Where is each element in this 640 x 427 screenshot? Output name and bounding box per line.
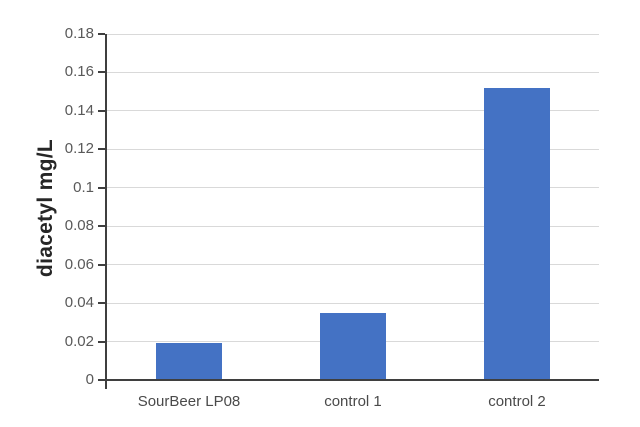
y-tick-mark (98, 379, 105, 381)
y-tick-label: 0.02 (64, 332, 94, 350)
gridline (107, 264, 599, 266)
y-tick-label: 0.18 (64, 25, 94, 42)
y-tick-label: 0.06 (64, 255, 94, 273)
y-tick-mark (98, 225, 105, 228)
y-tick-mark (98, 148, 105, 151)
bar (484, 87, 550, 380)
gridline (107, 225, 599, 227)
y-tick-label: 0.08 (64, 217, 94, 235)
gridline (107, 71, 599, 73)
bar (320, 312, 386, 380)
gridline (107, 302, 599, 304)
y-tick-label: 0.16 (64, 63, 94, 81)
y-tick-mark (98, 71, 105, 74)
y-tick-mark (98, 302, 105, 305)
gridline (107, 187, 599, 189)
x-category-label: control 1 (324, 393, 382, 410)
gridline (107, 148, 599, 150)
y-tick-label: 0.12 (64, 140, 94, 158)
y-tick-label: 0.14 (64, 101, 94, 119)
y-tick-mark (98, 109, 105, 112)
y-tick-mark (98, 340, 105, 343)
x-category-label: control 2 (488, 393, 546, 410)
y-tick-label: 0 (85, 371, 94, 388)
x-axis-line (105, 379, 599, 381)
y-tick-mark (98, 186, 105, 189)
y-tick-mark (98, 263, 105, 266)
bar (156, 343, 222, 380)
gridline (107, 110, 599, 112)
y-tick-label: 0.1 (73, 178, 94, 196)
y-axis-line (105, 34, 107, 389)
x-category-label: SourBeer LP08 (137, 393, 241, 410)
y-tick-mark (98, 33, 105, 35)
y-tick-label: 0.04 (64, 294, 94, 312)
gridline (107, 33, 599, 35)
